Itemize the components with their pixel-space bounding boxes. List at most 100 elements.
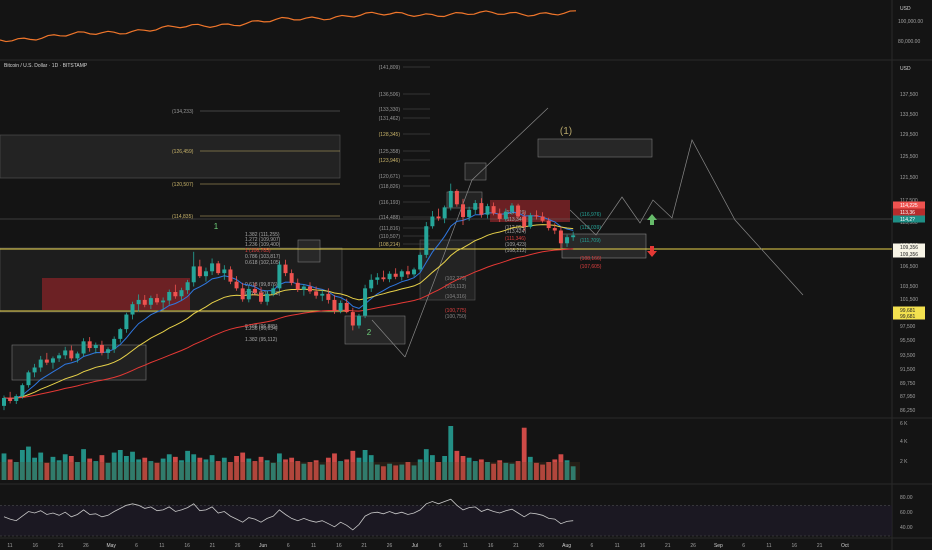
volume-bar — [56, 460, 62, 480]
candle-body — [546, 220, 551, 229]
price-axis-tick: 97,500 — [900, 324, 916, 330]
projection-line-upper — [404, 107, 549, 358]
candle-body — [210, 263, 215, 272]
volume-bar — [295, 461, 301, 480]
volume-bar — [154, 462, 160, 480]
volume-bar — [313, 460, 319, 480]
ema-slow-line — [3, 248, 574, 399]
volume-bar — [466, 457, 472, 480]
price-axis-tick: 89,750 — [900, 381, 916, 387]
candle-body — [356, 315, 361, 326]
candle-body — [369, 279, 374, 289]
candle-body — [448, 190, 453, 208]
candle-body — [173, 291, 178, 297]
candle-body — [124, 314, 129, 330]
fib-label-left: (114,835) — [172, 214, 193, 220]
candle-body — [424, 226, 429, 255]
candle-body — [558, 230, 563, 244]
candle-body — [130, 304, 135, 315]
symbol-title: Bitcoin / U.S. Dollar · 1D · BITSTAMP — [4, 63, 88, 69]
candle-body — [197, 266, 202, 277]
fib-label-far-right: (113,039) — [580, 225, 601, 231]
volume-bar — [301, 463, 307, 480]
volume-bar — [105, 462, 111, 480]
price-axis-tick: 113,500 — [900, 220, 918, 226]
candle-body — [87, 341, 92, 349]
arrow-down-icon — [647, 246, 657, 257]
price-label: 99,681 — [900, 314, 916, 320]
time-axis-tick: Aug — [562, 543, 571, 549]
fib-label-mid: (131,462) — [379, 116, 401, 122]
candle-body — [203, 271, 208, 277]
time-axis-tick: Jun — [259, 543, 267, 549]
time-axis-tick: 16 — [33, 543, 39, 549]
candle-body — [509, 205, 514, 212]
rsi-axis-tick: 80.00 — [900, 495, 913, 501]
candle-body — [571, 235, 576, 238]
fib-label-far-right: (111,709) — [580, 238, 601, 244]
volume-bar — [491, 463, 496, 480]
time-axis-tick: 26 — [83, 543, 89, 549]
time-axis-tick: 11 — [463, 543, 468, 549]
volume-bar — [19, 450, 25, 480]
volume-bar — [289, 457, 295, 480]
time-axis-tick: 26 — [539, 543, 545, 549]
candle-body — [14, 396, 19, 401]
overview-tick: 80,000.00 — [898, 39, 920, 45]
time-axis-tick: 21 — [665, 543, 671, 549]
candle-body — [412, 269, 417, 275]
candle-body — [289, 273, 294, 283]
volume-bar — [515, 461, 521, 480]
volume-axis-tick: 6 K — [900, 421, 908, 427]
volume-bar — [423, 449, 429, 480]
volume-bar — [374, 464, 380, 480]
volume-bar — [448, 426, 454, 480]
volume-bar — [136, 459, 142, 480]
ema-mid-line — [3, 224, 574, 399]
fib-label-cluster: 1.236 (109,400) — [245, 242, 281, 248]
volume-bar — [99, 455, 105, 480]
candle-body — [308, 286, 312, 292]
candle-body — [381, 277, 386, 280]
time-axis-tick: 16 — [336, 543, 342, 549]
volume-bar — [497, 460, 503, 480]
candle-body — [314, 291, 319, 296]
volume-bar — [442, 456, 448, 480]
candle-body — [301, 286, 306, 290]
fib-label-cluster: 1 (106,785) — [245, 248, 271, 254]
volume-bar — [503, 462, 509, 480]
candle-body — [81, 341, 86, 354]
zone-box-target — [537, 138, 653, 158]
candle-body — [338, 302, 343, 311]
price-axis-tick: 137,500 — [900, 92, 918, 98]
price-axis-tick: 93,500 — [900, 353, 916, 359]
price-label-box — [893, 243, 925, 251]
fib-label-far-right: (116,976) — [580, 212, 601, 218]
volume-bar — [417, 459, 423, 480]
volume-bar — [356, 457, 362, 480]
fib-label-cluster: 0.618 (99,876) — [245, 282, 278, 288]
candle-body — [332, 299, 337, 311]
fib-label-mid: (111,816) — [379, 226, 400, 232]
candle-body — [26, 372, 31, 386]
fib-label-lower: (100,750) — [445, 314, 467, 320]
volume-bar — [368, 455, 374, 480]
candle-body — [142, 299, 147, 305]
candle-body — [344, 302, 349, 313]
candle-body — [252, 288, 257, 293]
time-axis-tick: 6 — [439, 543, 442, 549]
candle-body — [540, 216, 545, 221]
arrow-up-icon — [647, 214, 657, 225]
rsi-axis-tick: 40.00 — [900, 525, 913, 531]
fib-label-mid: (123,946) — [379, 158, 401, 164]
price-label-box — [893, 215, 925, 223]
candle-body — [516, 205, 521, 217]
time-axis-tick: 21 — [817, 543, 823, 549]
volume-bar — [50, 456, 56, 480]
volume-bar — [381, 466, 386, 480]
overview-tick: 100,000.00 — [898, 19, 923, 25]
price-label-box — [893, 306, 925, 314]
volume-bar — [172, 456, 178, 480]
volume-bar — [319, 464, 325, 480]
